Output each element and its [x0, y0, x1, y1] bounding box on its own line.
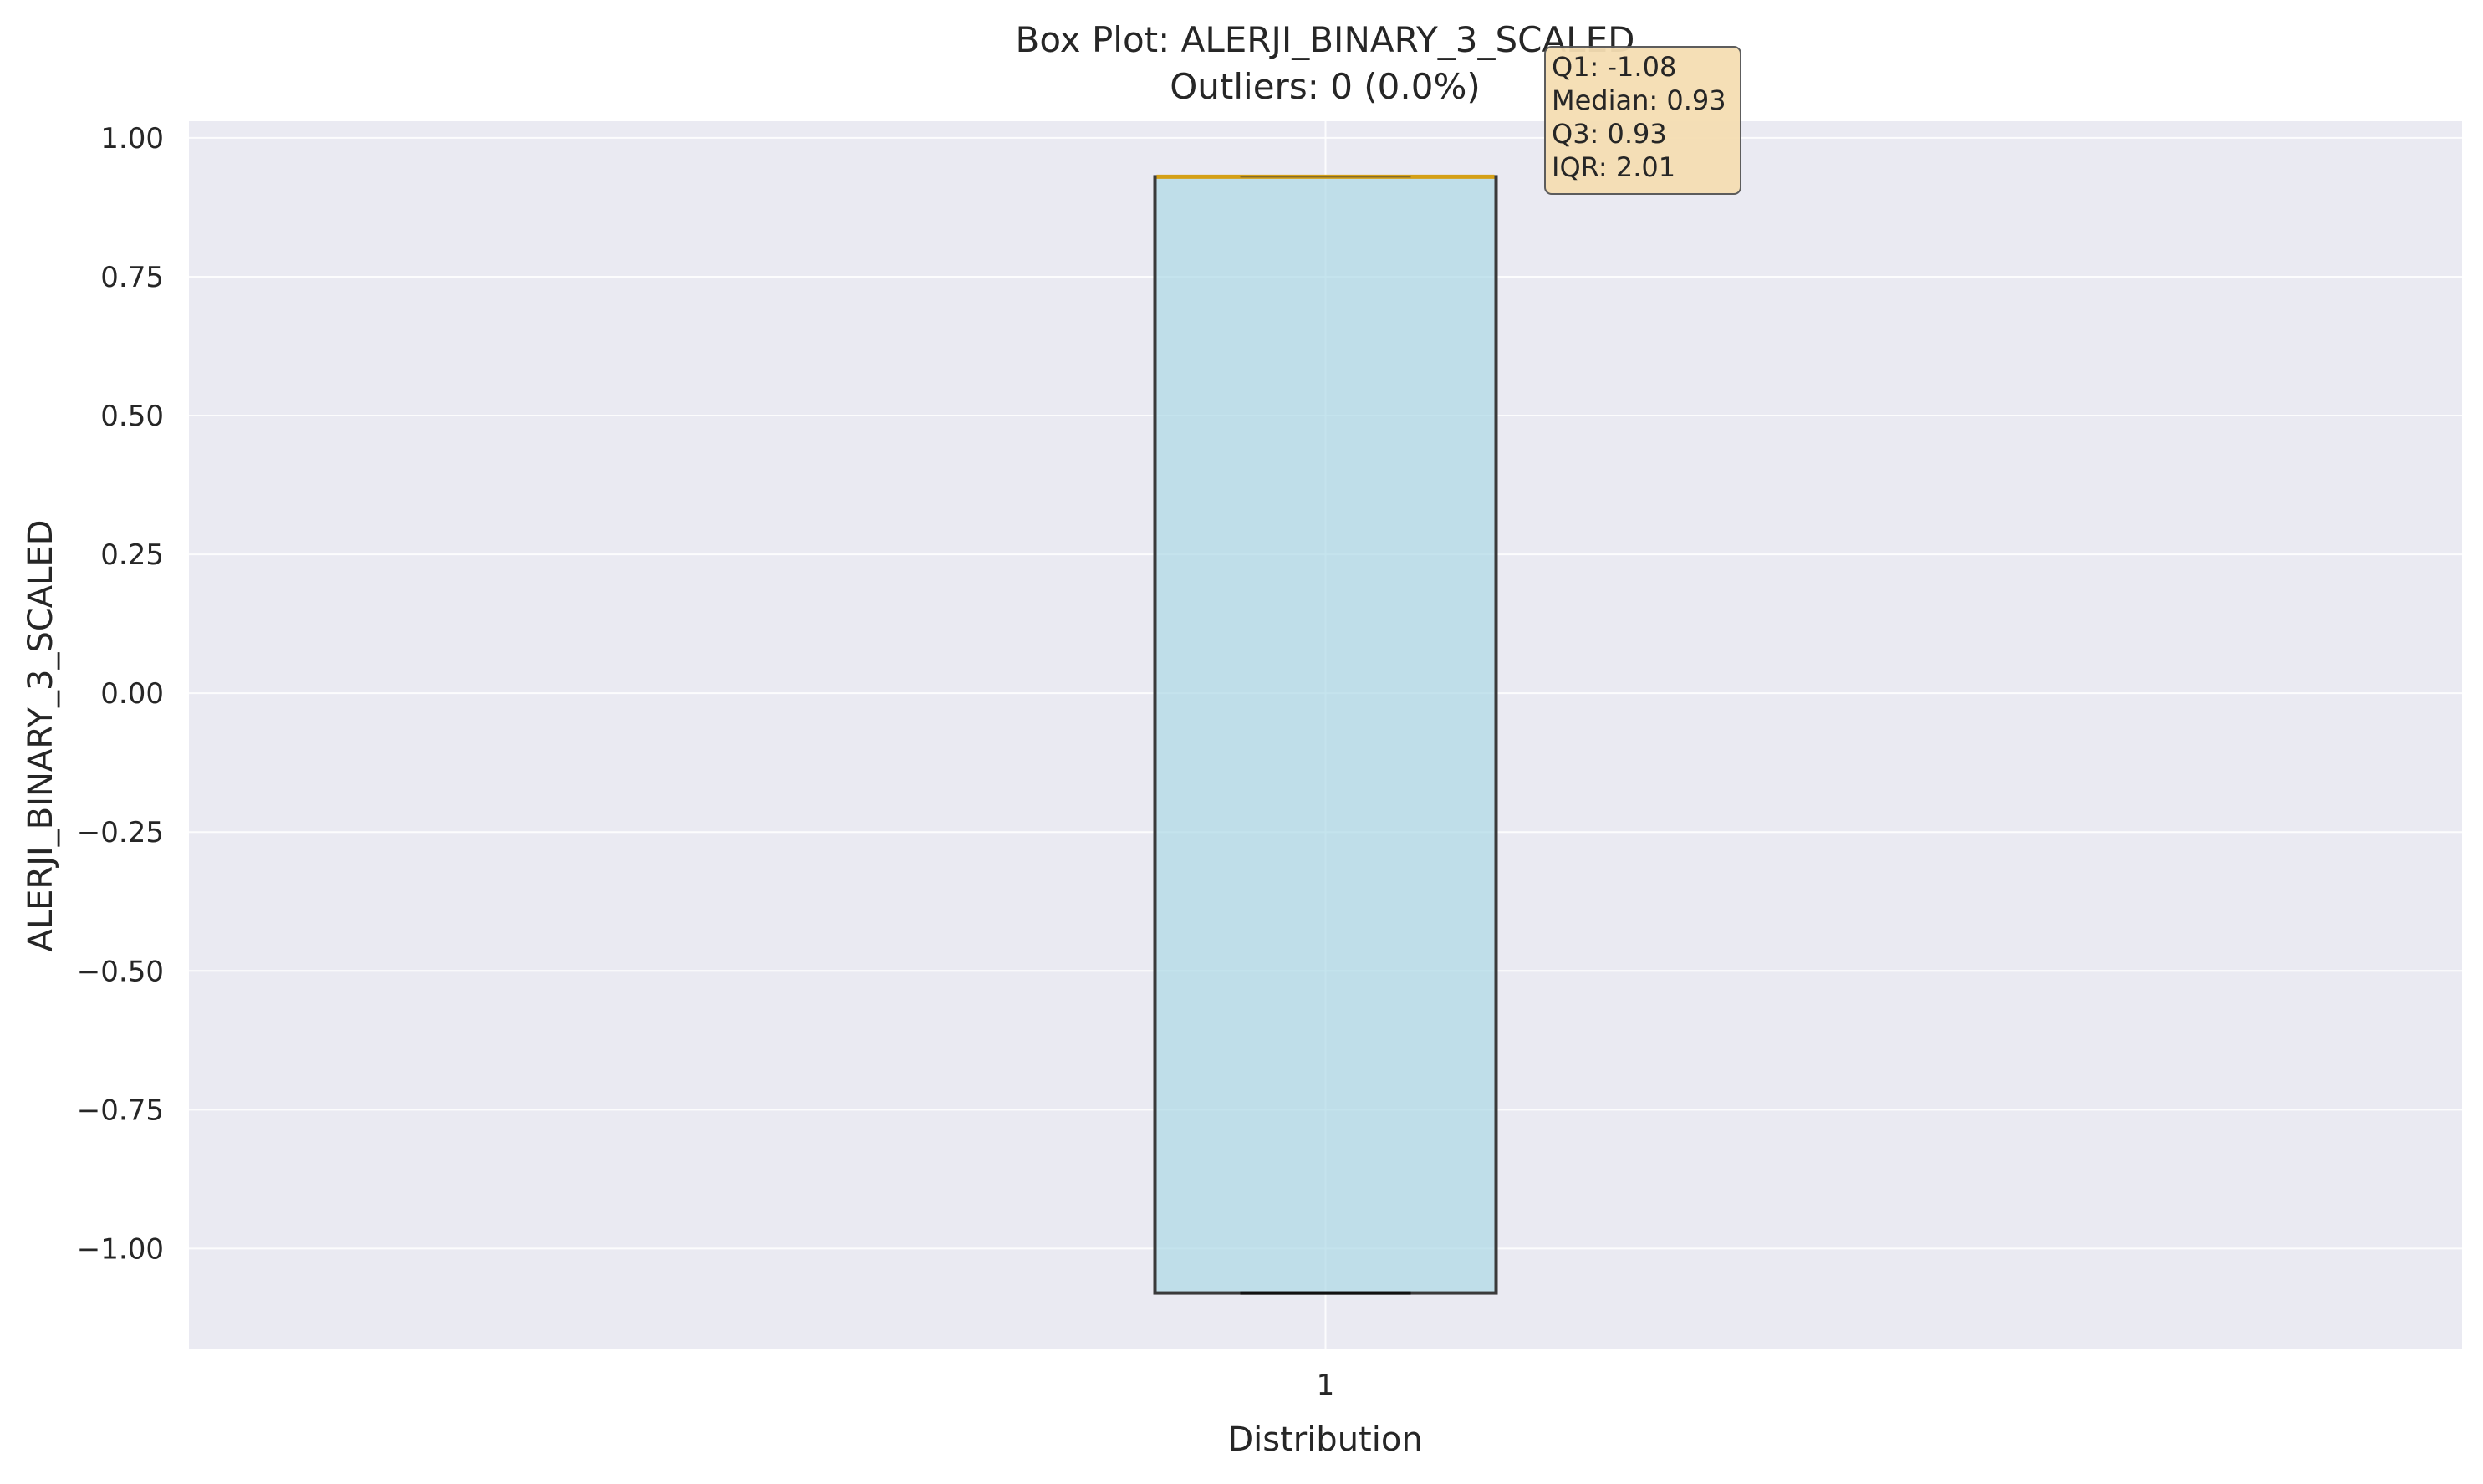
y-tick-label: 0.75 — [100, 261, 164, 294]
x-tick-label: 1 — [1317, 1369, 1335, 1402]
chart-subtitle: Outliers: 0 (0.0%) — [1170, 66, 1481, 107]
chart-title: Box Plot: ALERJI_BINARY_3_SCALED — [1016, 19, 1635, 60]
stats-line: IQR: 2.01 — [1552, 151, 1675, 183]
y-axis-label: ALERJI_BINARY_3_SCALED — [22, 520, 60, 952]
y-tick-label: 0.25 — [100, 538, 164, 572]
y-tick-label: −0.75 — [77, 1094, 164, 1127]
stats-box — [1544, 46, 1741, 195]
y-tick-label: 0.00 — [100, 677, 164, 711]
stats-line: Q3: 0.93 — [1552, 118, 1667, 150]
stats-line: Median: 0.93 — [1552, 84, 1726, 116]
y-tick-label: −0.25 — [77, 816, 164, 849]
box-body — [1153, 175, 1498, 1295]
y-tick-label: −1.00 — [77, 1232, 164, 1266]
y-tick-label: 0.50 — [100, 400, 164, 433]
x-axis-label: Distribution — [1227, 1420, 1422, 1459]
y-tick-label: 1.00 — [100, 122, 164, 156]
y-tick-label: −0.50 — [77, 955, 164, 988]
stats-line: Q1: -1.08 — [1552, 51, 1676, 83]
